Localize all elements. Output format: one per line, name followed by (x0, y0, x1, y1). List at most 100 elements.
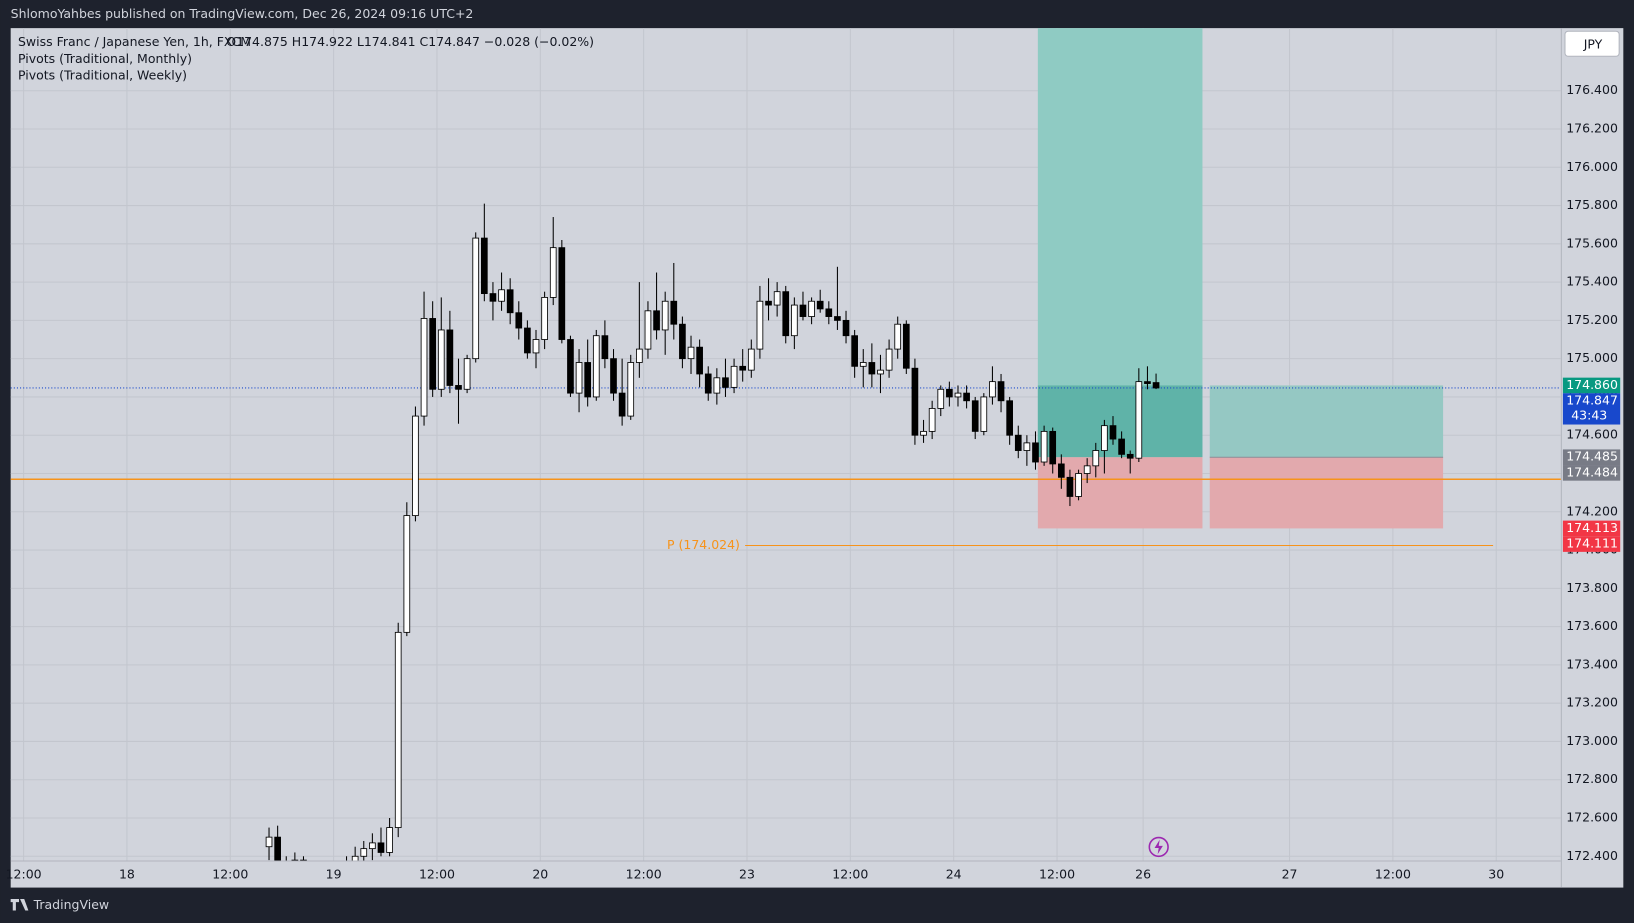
candle-body (971, 400, 979, 432)
published-note: ShlomoYahbes published on TradingView.co… (11, 6, 474, 21)
candle-body (489, 293, 497, 302)
y-tick-label: 174.600 (1566, 427, 1618, 442)
candle-body (868, 362, 876, 375)
x-tick-label: 12:00 (626, 867, 662, 882)
x-tick-label: 12:00 (419, 867, 455, 882)
event-icon[interactable] (1148, 836, 1169, 858)
candle-body (480, 237, 488, 295)
candle-body (610, 358, 617, 394)
candle-body (429, 318, 436, 390)
candle-body (394, 631, 402, 828)
candle-body (928, 408, 936, 432)
candle-body (403, 515, 411, 633)
price-label-box (1562, 520, 1621, 537)
candle-body (515, 312, 523, 329)
y-tick-label: 175.600 (1566, 235, 1618, 250)
candle-body (747, 348, 755, 371)
loss-zone (1209, 457, 1444, 529)
x-tick-label: 12:00 (6, 867, 42, 882)
candle-body (558, 247, 566, 340)
candle-body (739, 365, 747, 371)
candle-body (1092, 450, 1100, 467)
candle-body (274, 836, 281, 861)
profit-zone (1209, 385, 1444, 458)
event-icon-bolt (1154, 839, 1163, 855)
candle-body (300, 859, 307, 861)
candle-body (704, 373, 712, 394)
candle-body (791, 304, 798, 337)
candle-body (601, 335, 609, 360)
symbol: Swiss Franc / Japanese Yen, 1h, FXCM (18, 34, 251, 49)
candle-body (756, 300, 764, 350)
candle-body (825, 308, 833, 317)
y-tick-label: 173.200 (1566, 695, 1618, 710)
indicator-legend: Pivots (Traditional, Weekly) (18, 68, 187, 83)
y-tick-label: 175.400 (1566, 274, 1618, 289)
y-tick-label: 173.400 (1566, 656, 1618, 671)
candle-body (567, 339, 574, 394)
candle-body (920, 430, 927, 436)
candle-body (1152, 382, 1160, 389)
candle-body (291, 859, 299, 861)
candle-body (377, 842, 385, 853)
x-tick-label: 12:00 (832, 867, 868, 882)
currency-label: JPY (1583, 36, 1603, 51)
y-tick-label: 172.600 (1566, 810, 1618, 825)
x-tick-label: 23 (739, 867, 755, 882)
candle-body (1006, 400, 1013, 436)
candle-body (1135, 381, 1143, 459)
candle-body (636, 348, 643, 363)
candle-body (1040, 430, 1048, 463)
candle-body (532, 339, 540, 354)
candle-body (808, 300, 815, 317)
candle-body (937, 388, 945, 409)
pivot-label: P (174.024) (667, 537, 740, 552)
indicator-legend: Pivots (Traditional, Monthly) (18, 51, 192, 66)
currency-button[interactable] (1564, 30, 1620, 57)
candle-body (1144, 381, 1151, 384)
candle-body (989, 381, 996, 398)
y-tick-label: 173.800 (1566, 580, 1618, 595)
candle-body (911, 367, 919, 436)
candle-body (799, 304, 807, 317)
x-tick-label: 30 (1488, 867, 1504, 882)
footer-brand: TradingView (33, 897, 110, 912)
price-label: 174.847 (1566, 393, 1618, 408)
candle-body (360, 848, 368, 857)
y-tick-label: 175.200 (1566, 312, 1618, 327)
candle-body (1109, 425, 1117, 440)
candle-body (541, 297, 548, 340)
candle-body (902, 323, 910, 369)
candle-body (653, 310, 660, 331)
candle-body (687, 346, 695, 360)
price-label: 174.485 (1566, 449, 1618, 464)
x-tick-label: 18 (119, 867, 135, 882)
candle-body (1101, 425, 1108, 451)
candle-body (549, 247, 557, 298)
y-tick-label: 172.800 (1566, 771, 1618, 786)
candle-body (498, 289, 505, 302)
y-tick-label: 175.800 (1566, 197, 1618, 212)
candle-body (446, 329, 454, 386)
x-tick-label: 19 (326, 867, 342, 882)
candle-body (584, 362, 592, 398)
candle-body (980, 396, 988, 432)
candle-body (765, 300, 772, 306)
candle-body (618, 392, 626, 417)
candle-body (885, 348, 893, 371)
candle-body (1032, 442, 1039, 463)
candle-body (730, 365, 738, 388)
candle-body (722, 377, 729, 388)
price-label: 174.111 (1566, 536, 1618, 551)
candle-body (859, 362, 867, 367)
y-tick-label: 175.000 (1566, 350, 1618, 365)
candle-body (1075, 473, 1082, 497)
candle-body (773, 291, 781, 306)
candle-body (670, 300, 678, 325)
loss-zone (1037, 457, 1203, 529)
candle-body (644, 310, 652, 350)
candle-body (412, 415, 419, 517)
x-tick-label: 27 (1282, 867, 1298, 882)
